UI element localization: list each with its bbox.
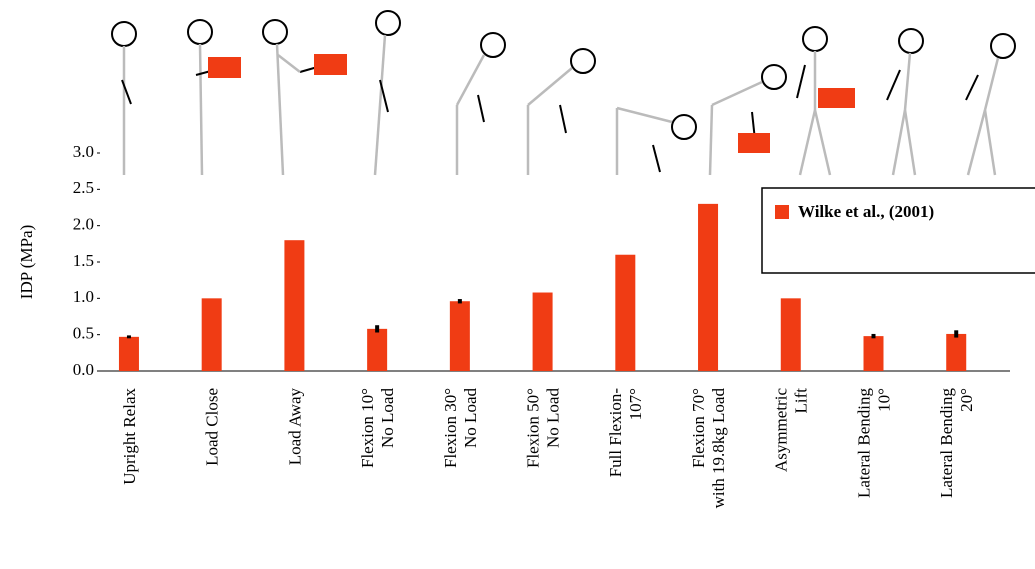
bar xyxy=(864,336,884,371)
legend xyxy=(762,188,1035,273)
y-tick-label: 3.0 xyxy=(73,142,94,161)
y-tick-label: 1.0 xyxy=(73,287,94,306)
bar xyxy=(119,337,139,371)
bar xyxy=(615,255,635,371)
x-tick-label: Lateral Bending xyxy=(937,388,956,498)
x-tick-label: Flexion 70° xyxy=(689,388,708,468)
legend-label: Wilke et al., (2001) xyxy=(798,202,934,221)
posture-figures xyxy=(112,11,1015,175)
bar xyxy=(202,298,222,371)
x-tick-label: Load Close xyxy=(203,388,222,466)
bar xyxy=(284,240,304,371)
x-tick-label: No Load xyxy=(461,388,480,448)
bar xyxy=(533,293,553,371)
y-tick-label: 2.0 xyxy=(73,215,94,234)
x-tick-label: 20° xyxy=(957,388,976,412)
chart: IDP (MPa) Wilke et al., (2001) 0.0 0.5 1.0… xyxy=(0,0,1035,569)
x-tick-label: Load Away xyxy=(285,388,304,466)
x-tick-label: 10° xyxy=(874,388,893,412)
bar xyxy=(450,301,470,371)
bar xyxy=(781,298,801,371)
x-tick-label: Full Flexion- xyxy=(606,388,625,478)
bar xyxy=(698,204,718,371)
x-tick-label: 107° xyxy=(626,388,645,420)
y-tick-label: 0.5 xyxy=(73,324,94,343)
x-tick-label: Lateral Bending xyxy=(854,388,873,498)
x-tick-label: No Load xyxy=(543,388,562,448)
x-tick-label: Lift xyxy=(792,388,811,414)
x-tick-label: Flexion 30° xyxy=(441,388,460,468)
x-tick-label: Asymmetric xyxy=(772,388,791,472)
x-tick-label: Flexion 10° xyxy=(358,388,377,468)
x-tick-label: with 19.8kg Load xyxy=(709,388,728,509)
x-tick-label: No Load xyxy=(378,388,397,448)
y-tick-label: 0.0 xyxy=(73,360,94,379)
y-tick-label: 2.5 xyxy=(73,178,94,197)
y-tick-label: 1.5 xyxy=(73,251,94,270)
x-tick-label: Upright Relax xyxy=(120,388,139,485)
x-tick-label: Flexion 50° xyxy=(523,388,542,468)
y-axis-label: IDP (MPa) xyxy=(17,225,36,299)
legend-swatch xyxy=(775,205,789,219)
bar xyxy=(367,329,387,371)
bar xyxy=(946,334,966,371)
